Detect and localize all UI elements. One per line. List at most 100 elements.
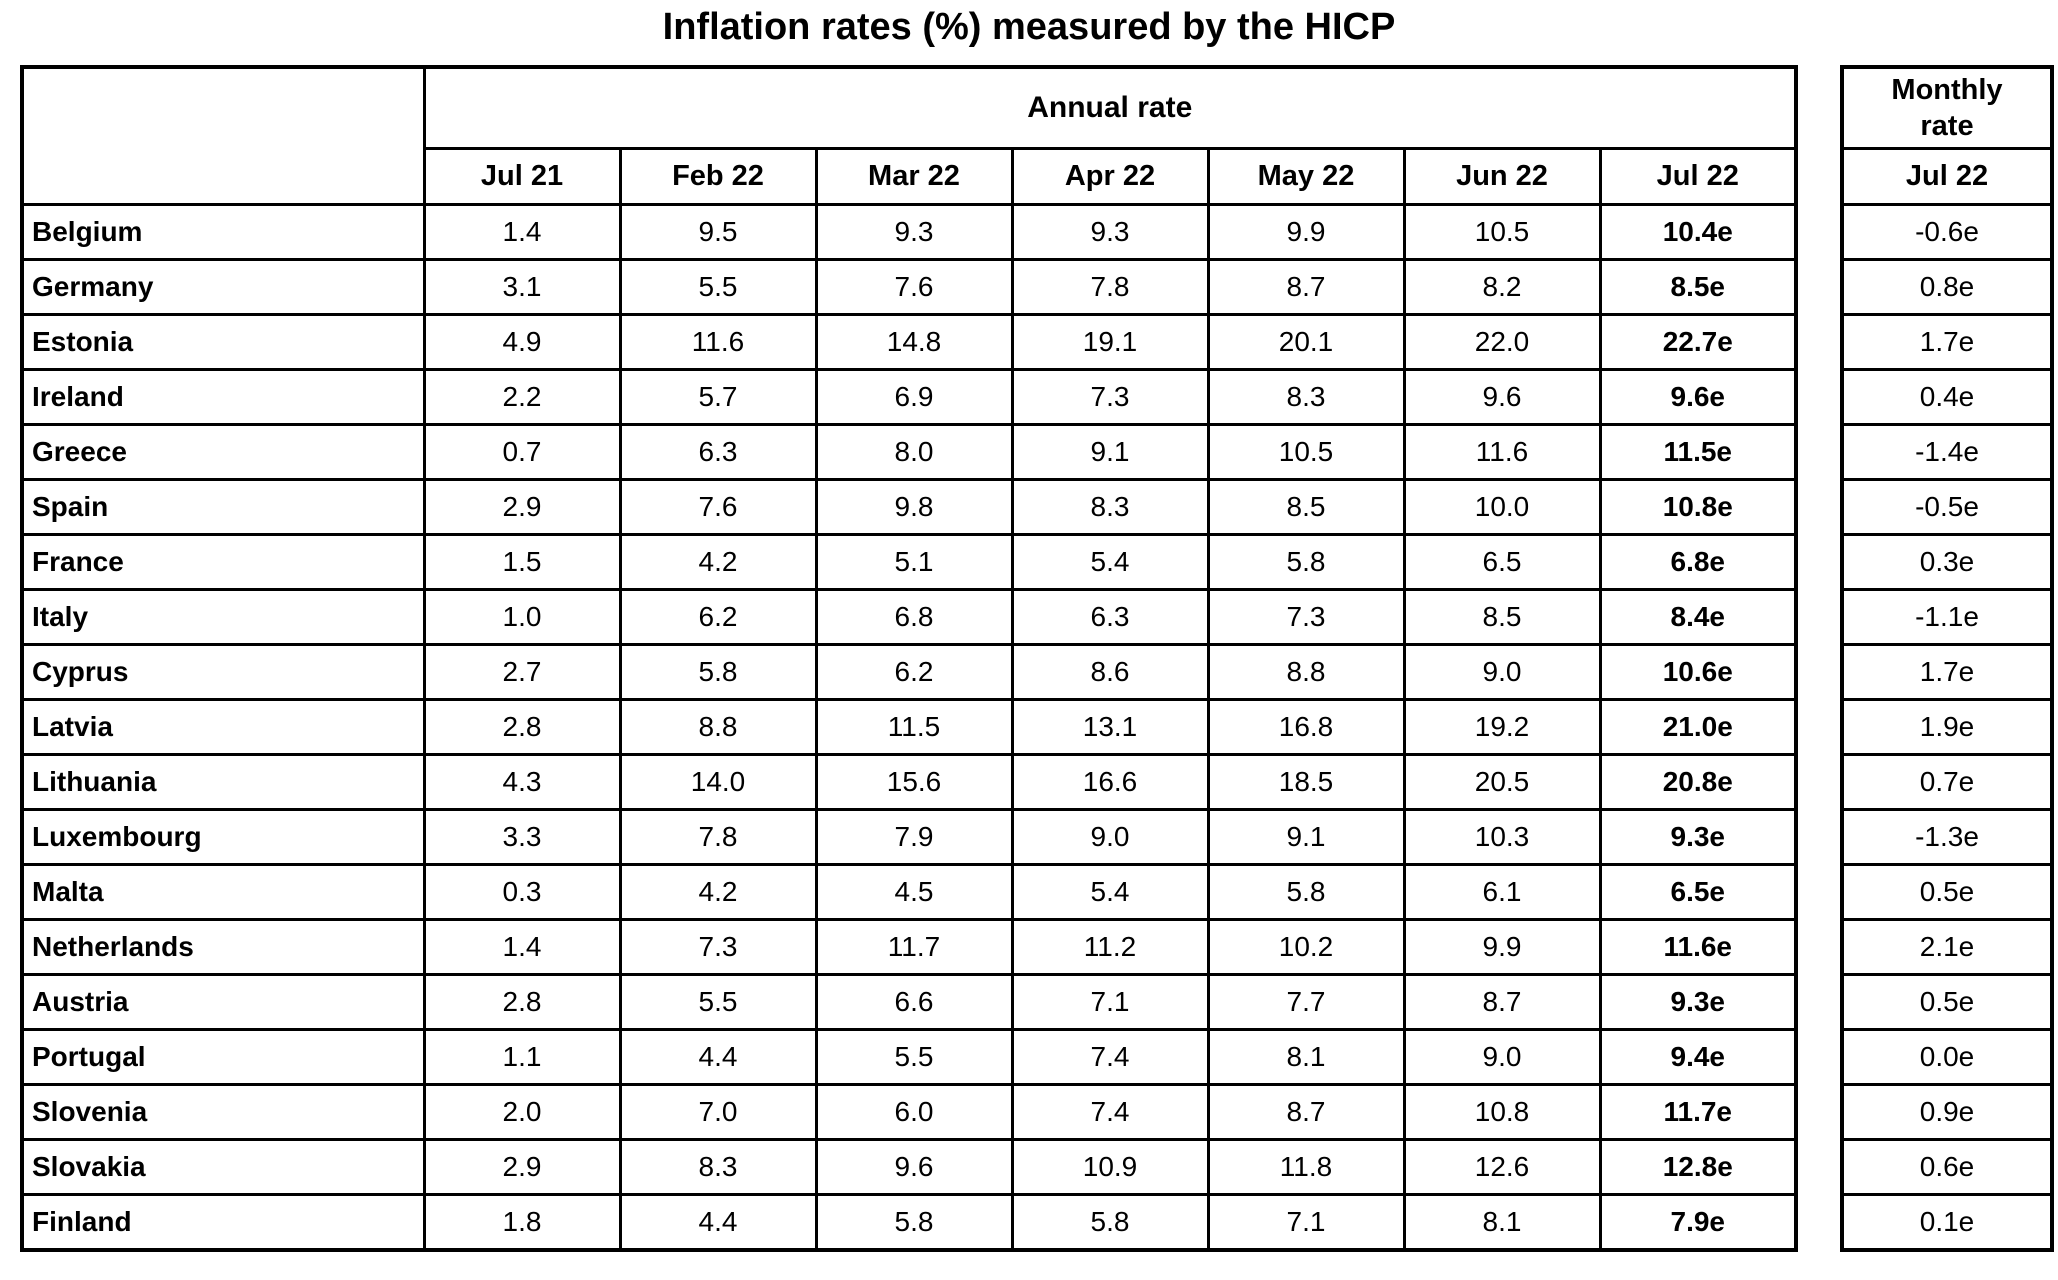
value-cell: 5.5 (618, 973, 818, 1031)
value-cell: 8.7 (1206, 258, 1406, 316)
value-cell: 9.3e (1598, 808, 1798, 866)
value-cell: 5.4 (1010, 863, 1210, 921)
value-cell: 7.3 (1206, 588, 1406, 646)
value-cell: 7.8 (618, 808, 818, 866)
country-cell: Latvia (20, 698, 426, 756)
country-cell: Lithuania (20, 753, 426, 811)
value-cell: 12.8e (1598, 1138, 1798, 1196)
monthly-value-cell: 0.5e (1840, 973, 2054, 1031)
value-cell: 9.1 (1010, 423, 1210, 481)
value-cell: 6.2 (814, 643, 1014, 701)
country-cell: Netherlands (20, 918, 426, 976)
monthly-table-row: -0.5e (1840, 478, 2054, 536)
value-cell: 8.5 (1206, 478, 1406, 536)
tables-container: Annual rate Jul 21 Feb 22 Mar 22 Apr 22 May … (0, 65, 2058, 1252)
column-header-jul-22: Jul 22 (1598, 147, 1798, 206)
value-cell: 9.6 (1402, 368, 1602, 426)
value-cell: 6.5e (1598, 863, 1798, 921)
value-cell: 1.4 (422, 203, 622, 261)
table-row: Luxembourg 3.3 7.8 7.9 9.0 9.1 10.3 9.3e (20, 808, 1798, 866)
value-cell: 9.8 (814, 478, 1014, 536)
value-cell: 9.3e (1598, 973, 1798, 1031)
monthly-value-cell: 1.9e (1840, 698, 2054, 756)
value-cell: 16.6 (1010, 753, 1210, 811)
value-cell: 18.5 (1206, 753, 1406, 811)
monthly-table-row: -1.4e (1840, 423, 2054, 481)
value-cell: 7.6 (618, 478, 818, 536)
value-cell: 2.9 (422, 478, 622, 536)
value-cell: 8.3 (1206, 368, 1406, 426)
monthly-value-cell: -1.1e (1840, 588, 2054, 646)
table-row: Netherlands 1.4 7.3 11.7 11.2 10.2 9.9 11.6e (20, 918, 1798, 976)
monthly-value-cell: -0.5e (1840, 478, 2054, 536)
table-row: Lithuania 4.3 14.0 15.6 16.6 18.5 20.5 20.8e (20, 753, 1798, 811)
value-cell: 8.8 (1206, 643, 1406, 701)
value-cell: 8.5 (1402, 588, 1602, 646)
value-cell: 9.6e (1598, 368, 1798, 426)
annual-rate-group-header: Annual rate (422, 65, 1798, 150)
table-row: France 1.5 4.2 5.1 5.4 5.8 6.5 6.8e (20, 533, 1798, 591)
monthly-value-cell: 0.5e (1840, 863, 2054, 921)
column-header-mar-22: Mar 22 (814, 147, 1014, 206)
value-cell: 20.5 (1402, 753, 1602, 811)
value-cell: 6.8e (1598, 533, 1798, 591)
column-header-jul-21: Jul 21 (422, 147, 622, 206)
value-cell: 7.3 (1010, 368, 1210, 426)
group-header-row: Annual rate (20, 65, 1798, 206)
table-row: Slovenia 2.0 7.0 6.0 7.4 8.7 10.8 11.7e (20, 1083, 1798, 1141)
value-cell: 11.5e (1598, 423, 1798, 481)
country-cell: Slovakia (20, 1138, 426, 1196)
value-cell: 9.0 (1402, 643, 1602, 701)
country-cell: Luxembourg (20, 808, 426, 866)
value-cell: 9.0 (1402, 1028, 1602, 1086)
value-cell: 8.0 (814, 423, 1014, 481)
monthly-rate-table: Monthly rate Jul 22 -0.6e 0.8e 1.7e 0.4e -1.… (1840, 65, 2054, 1252)
value-cell: 10.5 (1206, 423, 1406, 481)
value-cell: 6.3 (1010, 588, 1210, 646)
value-cell: 4.4 (618, 1028, 818, 1086)
table-row: Greece 0.7 6.3 8.0 9.1 10.5 11.6 11.5e (20, 423, 1798, 481)
value-cell: 9.9 (1206, 203, 1406, 261)
monthly-table-row: 0.3e (1840, 533, 2054, 591)
column-header-may-22: May 22 (1206, 147, 1406, 206)
value-cell: 5.1 (814, 533, 1014, 591)
country-cell: Germany (20, 258, 426, 316)
value-cell: 0.3 (422, 863, 622, 921)
value-cell: 10.5 (1402, 203, 1602, 261)
value-cell: 11.6e (1598, 918, 1798, 976)
country-cell: Ireland (20, 368, 426, 426)
value-cell: 7.9e (1598, 1193, 1798, 1252)
column-header-jun-22: Jun 22 (1402, 147, 1602, 206)
monthly-value-cell: 0.1e (1840, 1193, 2054, 1252)
value-cell: 6.5 (1402, 533, 1602, 591)
value-cell: 7.9 (814, 808, 1014, 866)
value-cell: 9.1 (1206, 808, 1406, 866)
table-row: Latvia 2.8 8.8 11.5 13.1 16.8 19.2 21.0e (20, 698, 1798, 756)
value-cell: 8.7 (1402, 973, 1602, 1031)
value-cell: 4.2 (618, 533, 818, 591)
table-row: Finland 1.8 4.4 5.8 5.8 7.1 8.1 7.9e (20, 1193, 1798, 1252)
value-cell: 12.6 (1402, 1138, 1602, 1196)
value-cell: 6.8 (814, 588, 1014, 646)
value-cell: 7.7 (1206, 973, 1406, 1031)
monthly-table-row: 0.6e (1840, 1138, 2054, 1196)
value-cell: 22.7e (1598, 313, 1798, 371)
value-cell: 10.9 (1010, 1138, 1210, 1196)
value-cell: 22.0 (1402, 313, 1602, 371)
value-cell: 21.0e (1598, 698, 1798, 756)
value-cell: 9.0 (1010, 808, 1210, 866)
value-cell: 0.7 (422, 423, 622, 481)
value-cell: 9.9 (1402, 918, 1602, 976)
value-cell: 2.0 (422, 1083, 622, 1141)
value-cell: 7.4 (1010, 1083, 1210, 1141)
annual-rate-table: Annual rate Jul 21 Feb 22 Mar 22 Apr 22 May … (20, 65, 1798, 1252)
monthly-table-row: 0.5e (1840, 863, 2054, 921)
value-cell: 10.3 (1402, 808, 1602, 866)
value-cell: 16.8 (1206, 698, 1406, 756)
monthly-value-cell: 2.1e (1840, 918, 2054, 976)
monthly-value-cell: 0.4e (1840, 368, 2054, 426)
value-cell: 8.6 (1010, 643, 1210, 701)
value-cell: 11.8 (1206, 1138, 1406, 1196)
value-cell: 10.8e (1598, 478, 1798, 536)
value-cell: 7.4 (1010, 1028, 1210, 1086)
